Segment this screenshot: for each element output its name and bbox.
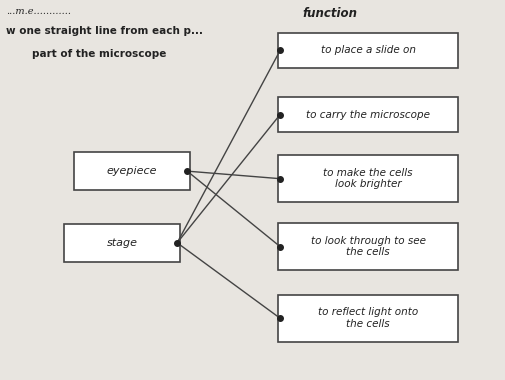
FancyBboxPatch shape xyxy=(278,223,459,270)
Text: to make the cells
look brighter: to make the cells look brighter xyxy=(323,168,413,190)
Text: to place a slide on: to place a slide on xyxy=(321,46,416,55)
Text: part of the microscope: part of the microscope xyxy=(31,49,166,59)
Text: w one straight line from each p...: w one straight line from each p... xyxy=(7,26,204,36)
Text: to reflect light onto
the cells: to reflect light onto the cells xyxy=(318,307,418,329)
FancyBboxPatch shape xyxy=(278,294,459,342)
Text: ...m.e............: ...m.e............ xyxy=(7,7,71,16)
Text: to look through to see
the cells: to look through to see the cells xyxy=(311,236,426,257)
FancyBboxPatch shape xyxy=(64,224,180,262)
Text: stage: stage xyxy=(107,238,137,248)
Text: eyepiece: eyepiece xyxy=(107,166,157,176)
Text: function: function xyxy=(302,7,358,20)
FancyBboxPatch shape xyxy=(278,33,459,68)
Text: to carry the microscope: to carry the microscope xyxy=(306,109,430,120)
FancyBboxPatch shape xyxy=(278,97,459,133)
FancyBboxPatch shape xyxy=(74,152,190,190)
FancyBboxPatch shape xyxy=(278,155,459,202)
